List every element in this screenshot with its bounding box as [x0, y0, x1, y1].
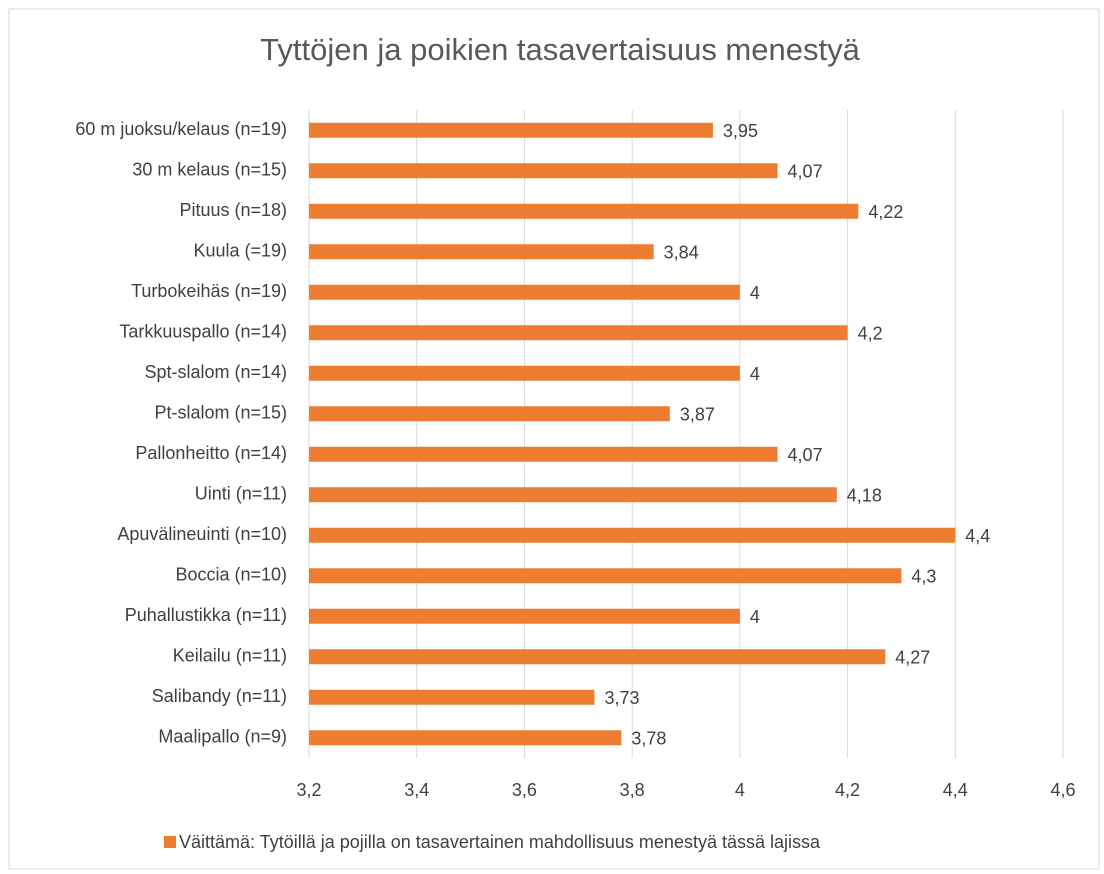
y-tick-label: Keilailu (n=11)	[173, 646, 287, 666]
bar	[309, 406, 670, 422]
data-label: 4,27	[895, 648, 930, 668]
x-tick-label: 4,2	[835, 780, 860, 800]
y-tick-label: Turbokeihäs (n=19)	[131, 281, 287, 301]
y-tick-label: Puhallustikka (n=11)	[125, 605, 287, 625]
y-tick-label: Apuvälineuinti (n=10)	[117, 524, 287, 544]
y-tick-label: Maalipallo (n=9)	[158, 727, 287, 747]
bar	[309, 446, 778, 462]
y-tick-label: Boccia (n=10)	[175, 565, 287, 585]
bar	[309, 122, 713, 138]
legend-label: Väittämä: Tytöillä ja pojilla on tasaver…	[179, 832, 821, 852]
y-tick-label: Pallonheitto (n=14)	[135, 443, 287, 463]
bar	[309, 365, 740, 381]
data-label: 4	[750, 364, 760, 384]
y-tick-label: Salibandy (n=11)	[152, 686, 287, 706]
x-tick-label: 4,4	[943, 780, 968, 800]
chart-title: Tyttöjen ja poikien tasavertaisuus menes…	[260, 32, 860, 67]
bar	[309, 649, 886, 665]
x-tick-label: 3,4	[404, 780, 429, 800]
bar	[309, 689, 595, 705]
data-label: 4,3	[911, 567, 936, 587]
y-tick-label: Tarkkuuspallo (n=14)	[119, 322, 287, 342]
bar	[309, 730, 622, 746]
data-label: 3,84	[664, 243, 699, 263]
data-label: 4,4	[965, 526, 990, 546]
chart-border	[8, 8, 1100, 870]
y-tick-label: Spt-slalom (n=14)	[144, 362, 287, 382]
data-label: 3,73	[604, 688, 639, 708]
data-label: 4,2	[858, 324, 883, 344]
data-label: 3,87	[680, 405, 715, 425]
data-label: 3,78	[631, 729, 666, 749]
data-label: 4	[750, 607, 760, 627]
x-tick-label: 3,8	[620, 780, 645, 800]
bar	[309, 203, 859, 219]
bar	[309, 163, 778, 179]
data-label: 4,18	[847, 486, 882, 506]
bar	[309, 244, 654, 260]
data-label: 4,22	[868, 202, 903, 222]
x-tick-label: 4	[735, 780, 745, 800]
y-tick-label: 30 m kelaus (n=15)	[132, 160, 287, 180]
bar	[309, 608, 740, 624]
data-label: 4	[750, 283, 760, 303]
bar	[309, 325, 848, 341]
bar	[309, 284, 740, 300]
y-tick-label: Pituus (n=18)	[179, 200, 287, 220]
x-tick-label: 3,6	[512, 780, 537, 800]
data-label: 4,07	[788, 162, 823, 182]
bar	[309, 527, 956, 543]
data-label: 3,95	[723, 121, 758, 141]
y-tick-label: Pt-slalom (n=15)	[154, 403, 287, 423]
y-tick-label: Uinti (n=11)	[195, 484, 287, 504]
bar	[309, 487, 837, 503]
data-label: 4,07	[788, 445, 823, 465]
bar	[309, 568, 902, 584]
x-tick-label: 3,2	[296, 780, 321, 800]
x-tick-label: 4,6	[1050, 780, 1075, 800]
y-tick-label: Kuula (=19)	[193, 241, 287, 261]
y-tick-label: 60 m juoksu/kelaus (n=19)	[75, 119, 287, 139]
legend-swatch	[164, 836, 176, 848]
